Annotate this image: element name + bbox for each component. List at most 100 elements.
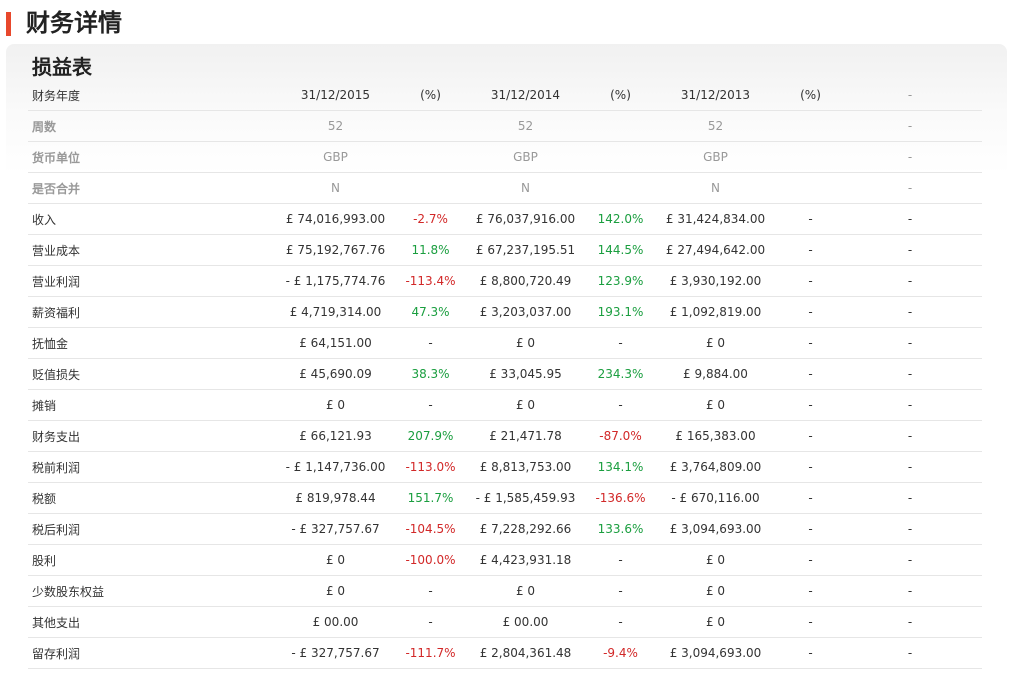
value-2013: £ 0 [648, 389, 783, 421]
table-cell: N [648, 172, 783, 204]
value-2015: £ 75,192,767.76 [268, 234, 403, 266]
pct-change-2014: -87.0% [593, 420, 648, 452]
pct-change-2015: -113.0% [403, 451, 458, 483]
table-cell: 52 [268, 110, 403, 142]
extra-cell: - [838, 358, 982, 390]
table-cell [783, 172, 838, 204]
value-2013: £ 3,094,693.00 [648, 513, 783, 545]
value-2014: £ 00.00 [458, 606, 593, 638]
table-cell [783, 141, 838, 173]
pct-change-2015: -100.0% [403, 544, 458, 576]
pct-change-2015: -111.7% [403, 637, 458, 669]
row-label: 财务支出 [28, 420, 268, 452]
pct-change-2014: 134.1% [593, 451, 648, 483]
value-2015: £ 64,151.00 [268, 327, 403, 359]
title-accent-bar [6, 12, 11, 36]
table-cell: GBP [268, 141, 403, 173]
value-2014: £ 8,800,720.49 [458, 265, 593, 297]
pct-change-2015: -2.7% [403, 203, 458, 235]
table-cell [593, 110, 648, 142]
value-2014: £ 0 [458, 327, 593, 359]
pct-change-2014: - [593, 389, 648, 421]
value-2015: - £ 327,757.67 [268, 513, 403, 545]
pct-change-2013: - [783, 451, 838, 483]
extra-cell: - [838, 389, 982, 421]
value-2013: £ 31,424,834.00 [648, 203, 783, 235]
pct-change-2013: - [783, 575, 838, 607]
value-2014: £ 0 [458, 575, 593, 607]
value-2015: £ 66,121.93 [268, 420, 403, 452]
table-row: 税前利润 - £ 1,147,736.00 -113.0% £ 8,813,753.0… [28, 451, 982, 483]
row-label: 其他支出 [28, 606, 268, 638]
row-label: 摊销 [28, 389, 268, 421]
value-2013: £ 3,930,192.00 [648, 265, 783, 297]
value-2013: £ 0 [648, 575, 783, 607]
extra-cell: - [838, 265, 982, 297]
table-cell [403, 172, 458, 204]
header-pct-2015: (%) [403, 80, 458, 111]
pct-change-2015: -104.5% [403, 513, 458, 545]
pct-change-2014: -136.6% [593, 482, 648, 514]
pct-change-2014: 123.9% [593, 265, 648, 297]
pct-change-2014: - [593, 544, 648, 576]
table-cell: N [458, 172, 593, 204]
table-cell [593, 141, 648, 173]
row-label: 税前利润 [28, 451, 268, 483]
pct-change-2014: 142.0% [593, 203, 648, 235]
pct-change-2013: - [783, 637, 838, 669]
value-2015: £ 4,719,314.00 [268, 296, 403, 328]
pct-change-2015: 38.3% [403, 358, 458, 390]
value-2014: £ 7,228,292.66 [458, 513, 593, 545]
value-2013: £ 3,764,809.00 [648, 451, 783, 483]
header-year-2014: 31/12/2014 [458, 80, 593, 111]
value-2013: - £ 670,116.00 [648, 482, 783, 514]
pct-change-2013: - [783, 420, 838, 452]
pct-change-2013: - [783, 296, 838, 328]
row-label: 营业成本 [28, 234, 268, 266]
pct-change-2014: 193.1% [593, 296, 648, 328]
value-2014: £ 3,203,037.00 [458, 296, 593, 328]
row-label: 抚恤金 [28, 327, 268, 359]
value-2015: - £ 327,757.67 [268, 637, 403, 669]
pct-change-2015: 47.3% [403, 296, 458, 328]
table-row: 营业利润 - £ 1,175,774.76 -113.4% £ 8,800,720.4… [28, 265, 982, 297]
table-cell [403, 110, 458, 142]
table-row: 其他支出 £ 00.00- £ 00.00- £ 0-- [28, 606, 982, 638]
table-row: 少数股东权益 £ 0- £ 0- £ 0-- [28, 575, 982, 607]
value-2014: - £ 1,585,459.93 [458, 482, 593, 514]
pct-change-2013: - [783, 482, 838, 514]
pct-change-2013: - [783, 234, 838, 266]
value-2013: £ 27,494,642.00 [648, 234, 783, 266]
extra-cell: - [838, 234, 982, 266]
pct-change-2014: 133.6% [593, 513, 648, 545]
table-header-row: 财务年度 31/12/2015 (%) 31/12/2014 (%) 31/12… [28, 80, 982, 111]
value-2014: £ 21,471.78 [458, 420, 593, 452]
table-row: 薪资福利 £ 4,719,314.00 47.3% £ 3,203,037.00 193… [28, 296, 982, 328]
value-2014: £ 0 [458, 389, 593, 421]
row-label: 少数股东权益 [28, 575, 268, 607]
pct-change-2013: - [783, 265, 838, 297]
table-row: 税额 £ 819,978.44 151.7% - £ 1,585,459.93 -136… [28, 482, 982, 514]
value-2015: £ 0 [268, 544, 403, 576]
header-year-2015: 31/12/2015 [268, 80, 403, 111]
table-cell: 52 [648, 110, 783, 142]
table-row: 抚恤金 £ 64,151.00- £ 0- £ 0-- [28, 327, 982, 359]
row-label: 税后利润 [28, 513, 268, 545]
value-2013: £ 0 [648, 606, 783, 638]
extra-cell: - [838, 482, 982, 514]
value-2015: £ 819,978.44 [268, 482, 403, 514]
pct-change-2013: - [783, 389, 838, 421]
table-row: 贬值损失 £ 45,690.09 38.3% £ 33,045.95 234.3% £ 9… [28, 358, 982, 390]
table-row: 税后利润 - £ 327,757.67 -104.5% £ 7,228,292.66 1… [28, 513, 982, 545]
row-label: 税额 [28, 482, 268, 514]
pct-change-2014: - [593, 327, 648, 359]
pct-change-2013: - [783, 606, 838, 638]
page-title: 财务详情 [26, 9, 122, 37]
value-2014: £ 76,037,916.00 [458, 203, 593, 235]
value-2015: - £ 1,175,774.76 [268, 265, 403, 297]
value-2013: £ 165,383.00 [648, 420, 783, 452]
table-row: 股利 £ 0 -100.0% £ 4,423,931.18- £ 0-- [28, 544, 982, 576]
value-2014: £ 33,045.95 [458, 358, 593, 390]
table-row: 财务支出 £ 66,121.93 207.9% £ 21,471.78 -87.0% £ … [28, 420, 982, 452]
value-2014: £ 8,813,753.00 [458, 451, 593, 483]
